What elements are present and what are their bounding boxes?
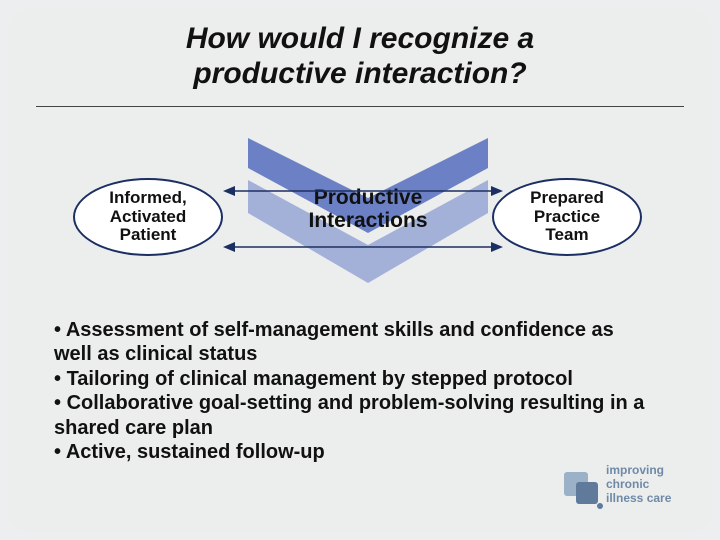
- slide: How would I recognize a productive inter…: [8, 8, 712, 532]
- logo-line: chronic: [606, 477, 649, 491]
- logo-line: illness care: [606, 491, 671, 505]
- double-arrow-top-icon: [223, 184, 503, 198]
- right-oval: PreparedPracticeTeam: [492, 178, 642, 256]
- left-oval-label: Informed,ActivatedPatient: [109, 189, 186, 244]
- bullet-text: Tailoring of clinical management by step…: [67, 368, 573, 390]
- list-item: • Collaborative goal-setting and problem…: [54, 391, 652, 440]
- right-oval-label: PreparedPracticeTeam: [530, 189, 604, 244]
- title-divider: [36, 106, 684, 107]
- page-title: How would I recognize a productive inter…: [8, 22, 712, 91]
- title-line-1: How would I recognize a: [186, 22, 534, 55]
- brand-logo: improving chronic illness care: [560, 458, 690, 514]
- double-arrow-bottom-icon: [223, 240, 503, 254]
- logo-line: improving: [606, 463, 664, 477]
- bullet-text: Collaborative goal-setting and problem-s…: [54, 392, 644, 438]
- interaction-diagram: Informed,ActivatedPatient PreparedPracti…: [8, 138, 712, 308]
- list-item: • Tailoring of clinical management by st…: [54, 367, 652, 391]
- left-oval: Informed,ActivatedPatient: [73, 178, 223, 256]
- list-item: • Assessment of self-management skills a…: [54, 318, 652, 367]
- bullet-text: Assessment of self-management skills and…: [54, 319, 614, 365]
- logo-text: improving chronic illness care: [606, 464, 671, 505]
- bullet-list: • Assessment of self-management skills a…: [54, 318, 652, 464]
- bullet-text: Active, sustained follow-up: [66, 441, 325, 463]
- title-line-2: productive interaction?: [193, 57, 526, 90]
